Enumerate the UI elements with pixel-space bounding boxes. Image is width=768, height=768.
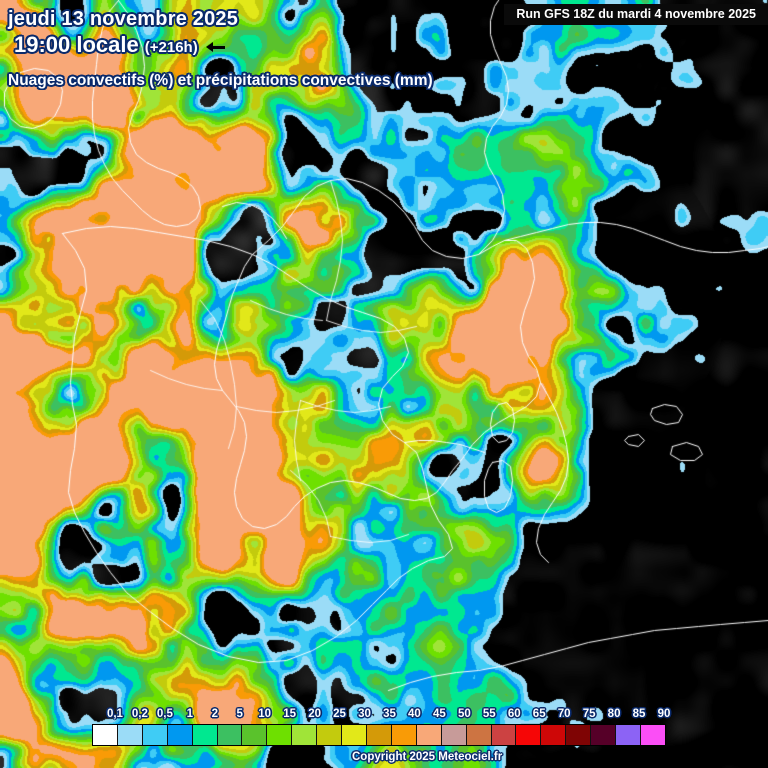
colorbar-tick: 65 <box>532 708 546 720</box>
colorbar-swatch[interactable] <box>366 725 392 745</box>
colorbar-tick: 0,2 <box>131 708 148 720</box>
colorbar-swatch[interactable] <box>267 725 293 745</box>
colorbar-tick: 85 <box>632 708 646 720</box>
colorbar-tick: 2 <box>211 708 218 720</box>
colorbar-tick: 70 <box>557 708 571 720</box>
colorbar-swatch[interactable] <box>317 725 343 745</box>
colorbar-swatch[interactable] <box>466 725 492 745</box>
arrow-left-icon <box>205 42 226 52</box>
precipitation-colorbar[interactable]: 0,1 0,2 0,5 1 2 5 10 15 20 25 30 35 40 45 50 55 60 65 70 75… <box>92 708 670 746</box>
colorbar-swatch[interactable] <box>616 725 641 745</box>
colorbar-swatch[interactable] <box>117 725 143 745</box>
colorbar-tick: 1 <box>186 708 194 720</box>
colorbar-tick: 45 <box>432 708 446 720</box>
copyright-label: Copyright 2025 Meteociel.fr <box>352 751 503 763</box>
colorbar-swatch[interactable] <box>566 725 592 745</box>
colorbar-swatch[interactable] <box>516 725 542 745</box>
forecast-time-row: 19:00 locale (+216h) <box>14 32 226 58</box>
colorbar-swatch[interactable] <box>391 725 417 745</box>
colorbar-tick: 55 <box>482 708 496 720</box>
colorbar-tick: 5 <box>236 708 243 720</box>
colorbar-swatch[interactable] <box>167 725 193 745</box>
colorbar-tick: 90 <box>657 708 671 720</box>
colorbar-swatch[interactable] <box>242 725 268 745</box>
colorbar-tick: 60 <box>507 708 521 720</box>
forecast-offset-label: (+216h) <box>144 39 198 56</box>
colorbar-tick: 40 <box>408 708 421 720</box>
colorbar-tick: 30 <box>358 708 371 720</box>
colorbar-tick: 35 <box>383 708 396 720</box>
colorbar-tick: 50 <box>457 708 471 720</box>
colorbar-tick: 80 <box>607 708 621 720</box>
colorbar-tick: 0,5 <box>156 708 173 720</box>
colorbar-tick: 15 <box>283 708 297 720</box>
colorbar-swatch[interactable] <box>441 725 467 745</box>
colorbar-tick: 10 <box>258 708 272 720</box>
forecast-date-label: jeudi 13 novembre 2025 <box>8 8 239 30</box>
colorbar-tick: 20 <box>308 708 321 720</box>
colorbar-swatches[interactable] <box>92 724 666 746</box>
colorbar-swatch[interactable] <box>416 725 442 745</box>
colorbar-swatch[interactable] <box>640 725 665 745</box>
forecast-hour-label: 19:00 locale <box>14 32 139 57</box>
colorbar-swatch[interactable] <box>541 725 567 745</box>
colorbar-swatch[interactable] <box>93 725 118 745</box>
colorbar-swatch[interactable] <box>591 725 617 745</box>
colorbar-swatch[interactable] <box>192 725 218 745</box>
map-subtitle-label: Nuages convectifs (%) et précipitations … <box>8 72 433 89</box>
colorbar-tick: 0,1 <box>106 708 123 720</box>
colorbar-swatch[interactable] <box>292 725 318 745</box>
colorbar-swatch[interactable] <box>491 725 517 745</box>
colorbar-tick-labels: 0,1 0,2 0,5 1 2 5 10 15 20 25 30 35 40 45 50 55 60 65 70 75… <box>92 708 670 724</box>
model-run-banner: Run GFS 18Z du mardi 4 novembre 2025 <box>504 4 768 25</box>
colorbar-swatch[interactable] <box>142 725 168 745</box>
colorbar-tick: 25 <box>333 708 346 720</box>
colorbar-tick: 75 <box>582 708 596 720</box>
colorbar-swatch[interactable] <box>217 725 243 745</box>
colorbar-swatch[interactable] <box>342 725 367 745</box>
